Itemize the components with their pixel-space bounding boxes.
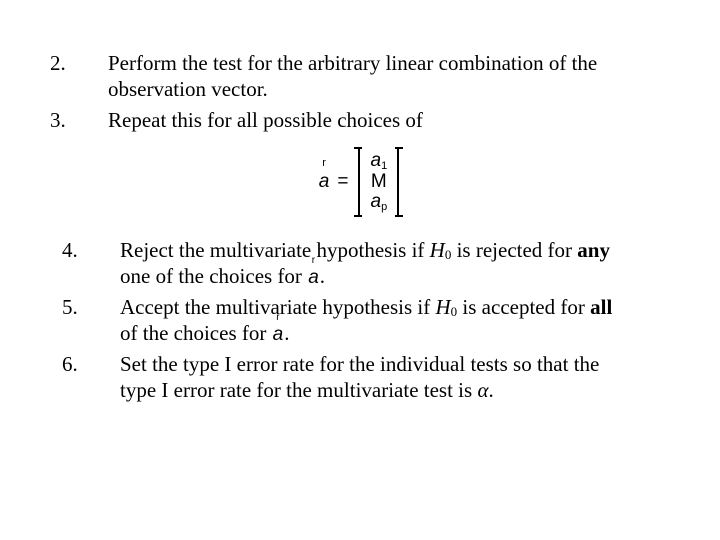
- vector-ellipsis: M: [371, 172, 387, 191]
- text-line: Set the type I error rate for the indivi…: [120, 352, 599, 376]
- list-number: 3.: [50, 107, 90, 133]
- right-bracket-icon: [395, 147, 403, 217]
- vector-a-symbol: a: [317, 170, 332, 194]
- text-run: Reject the multivariate hypothesis if: [120, 238, 430, 262]
- column-vector: a1 M ap: [362, 147, 395, 217]
- math-H: H: [436, 295, 451, 319]
- vector-entry: a1: [370, 151, 387, 172]
- vector-a-inline: a: [272, 323, 285, 347]
- list-item-text: Set the type I error rate for the indivi…: [120, 351, 670, 404]
- left-bracket-icon: [354, 147, 362, 217]
- matrix-brackets: a1 M ap: [354, 147, 403, 217]
- page: 2. Perform the test for the arbitrary li…: [0, 0, 720, 443]
- math-H: H: [430, 238, 445, 262]
- text-run: of the choices for: [120, 321, 272, 345]
- vector-a-inline: a: [307, 266, 320, 290]
- ordered-list-bottom: 4. Reject the multivariate hypothesis if…: [62, 237, 670, 404]
- list-item-text: Repeat this for all possible choices of: [108, 107, 670, 133]
- text-line: Perform the test for the arbitrary linea…: [108, 51, 597, 75]
- list-item-text: Accept the multivariate hypothesis if H0…: [120, 294, 670, 347]
- text-line: observation vector.: [108, 77, 268, 101]
- list-number: 5.: [62, 294, 102, 347]
- equals-sign: =: [337, 170, 348, 194]
- text-run: is accepted for: [457, 295, 590, 319]
- list-number: 4.: [62, 237, 102, 290]
- period: .: [488, 378, 493, 402]
- emph-all: all: [590, 295, 612, 319]
- emph-any: any: [577, 238, 610, 262]
- greek-alpha: α: [477, 378, 488, 402]
- text-run: one of the choices for: [120, 264, 307, 288]
- period: .: [284, 321, 289, 345]
- ordered-list-top: 2. Perform the test for the arbitrary li…: [50, 50, 670, 133]
- equation-block: a = a1 M ap: [50, 147, 670, 217]
- list-item-text: Reject the multivariate hypothesis if H0…: [120, 237, 670, 290]
- vector-entry: ap: [370, 192, 387, 213]
- text-run: is rejected for: [451, 238, 577, 262]
- list-number: 6.: [62, 351, 102, 404]
- text-run: type I error rate for the multivariate t…: [120, 378, 477, 402]
- list-item-text: Perform the test for the arbitrary linea…: [108, 50, 670, 103]
- list-number: 2.: [50, 50, 90, 103]
- period: .: [320, 264, 325, 288]
- vector-equation: a = a1 M ap: [317, 147, 403, 217]
